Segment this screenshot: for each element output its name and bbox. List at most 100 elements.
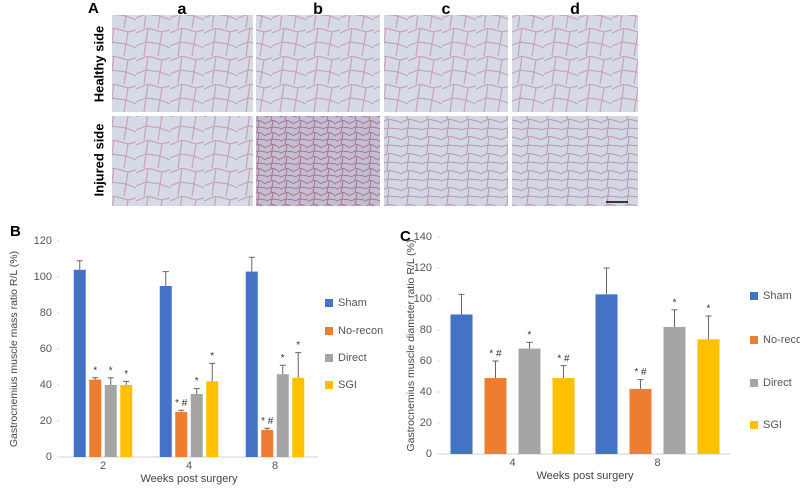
- error-bar: [295, 352, 302, 378]
- significance-marker: * #: [261, 416, 274, 427]
- significance-marker: * #: [489, 349, 502, 360]
- y-axis-label: Gastrocnemius muscle diameter ratio R/L …: [405, 239, 417, 451]
- legend-label: SGI: [763, 419, 782, 431]
- micrograph: [512, 15, 638, 112]
- significance-marker: * #: [634, 367, 647, 378]
- error-bar: [92, 377, 99, 380]
- legend-swatch: [750, 421, 758, 429]
- bar: [89, 379, 102, 457]
- error-bar: [248, 256, 255, 272]
- micrograph: [512, 116, 638, 206]
- error-bar: [560, 365, 567, 379]
- y-tick-label: 40: [40, 379, 52, 391]
- legend-label: Sham: [338, 297, 367, 309]
- y-tick-label: 20: [420, 417, 432, 429]
- y-tick-label: 100: [34, 271, 52, 283]
- x-tick-label: 4: [186, 460, 192, 472]
- error-bar: [178, 409, 185, 412]
- significance-marker: *: [296, 340, 300, 351]
- bar: [450, 314, 473, 454]
- bar: [292, 377, 305, 457]
- y-tick-label: 60: [40, 343, 52, 355]
- legend-label: Sham: [763, 290, 792, 302]
- bar: [206, 381, 219, 457]
- significance-marker: *: [528, 330, 532, 341]
- bar: [663, 326, 686, 454]
- legend-swatch: [325, 327, 333, 335]
- row-label: Healthy side: [91, 26, 106, 103]
- error-bar: [458, 293, 465, 315]
- error-bar: [603, 267, 610, 295]
- bar: [245, 271, 258, 457]
- legend-swatch: [750, 379, 758, 387]
- bar: [552, 378, 575, 454]
- bar: [629, 388, 652, 454]
- column-label: d: [570, 1, 580, 18]
- x-tick-label: 8: [272, 460, 278, 472]
- x-axis-label: Weeks post surgery: [140, 473, 238, 485]
- error-bar: [637, 379, 644, 389]
- bar: [104, 385, 117, 457]
- y-tick-label: 80: [40, 307, 52, 319]
- error-bar: [209, 362, 216, 382]
- y-tick-label: 80: [420, 324, 432, 336]
- x-axis-label: Weeks post surgery: [536, 470, 634, 482]
- error-bar: [123, 380, 130, 385]
- legend-swatch: [325, 354, 333, 362]
- bar: [261, 430, 274, 457]
- bar: [190, 394, 203, 457]
- x-tick-label: 8: [654, 457, 660, 469]
- bar: [73, 269, 86, 457]
- histology-panel: A a b c d Healthy side Injured side: [88, 0, 638, 206]
- micrograph: [112, 116, 253, 206]
- y-tick-label: 40: [420, 386, 432, 398]
- y-tick-label: 0: [46, 451, 52, 463]
- y-tick-label: 60: [420, 355, 432, 367]
- error-bar: [705, 315, 712, 340]
- y-tick-label: 20: [40, 415, 52, 427]
- legend-swatch: [325, 381, 333, 389]
- error-bar: [193, 388, 200, 394]
- significance-marker: *: [124, 369, 128, 380]
- error-bar: [76, 260, 83, 270]
- bar: [518, 348, 541, 454]
- micrograph: [256, 15, 380, 112]
- significance-marker: *: [210, 351, 214, 362]
- bar: [120, 385, 133, 457]
- y-tick-label: 0: [426, 448, 432, 460]
- row-label: Injured side: [91, 124, 106, 197]
- y-tick-label: 120: [34, 235, 52, 247]
- column-label: c: [442, 1, 451, 18]
- error-bar: [107, 377, 114, 385]
- significance-marker: *: [93, 365, 97, 376]
- panel-label: C: [400, 228, 411, 245]
- y-axis-label: Gastrocnemius muscle mass ratio R/L (%): [8, 251, 20, 447]
- significance-marker: *: [195, 376, 199, 387]
- bar: [276, 374, 289, 457]
- significance-marker: * #: [557, 353, 570, 364]
- bar: [697, 339, 720, 454]
- column-label: b: [313, 1, 323, 18]
- y-tick-label: 120: [414, 262, 432, 274]
- significance-marker: * #: [175, 398, 188, 409]
- bar: [595, 294, 618, 454]
- x-tick-label: 4: [509, 457, 515, 469]
- error-bar: [671, 309, 678, 327]
- panel-label: B: [10, 223, 21, 240]
- error-bar: [526, 341, 533, 349]
- legend-label: SGI: [338, 379, 357, 391]
- error-bar: [492, 360, 499, 379]
- legend-swatch: [325, 299, 333, 307]
- legend-label: No-recon: [338, 325, 383, 337]
- y-tick-label: 100: [414, 293, 432, 305]
- column-label: a: [178, 1, 187, 18]
- micrograph: [384, 15, 508, 112]
- micrograph: [112, 15, 253, 112]
- legend-label: No-recon: [763, 334, 800, 346]
- error-bar: [162, 271, 169, 286]
- y-tick-label: 140: [414, 231, 432, 243]
- error-bar: [279, 364, 286, 375]
- panel-label: A: [88, 0, 99, 17]
- significance-marker: *: [109, 365, 113, 376]
